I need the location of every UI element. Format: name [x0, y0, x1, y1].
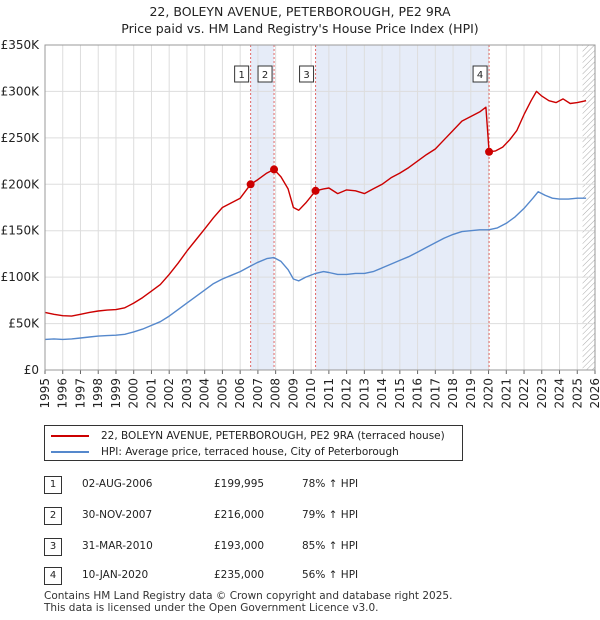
- transaction-number: 1: [44, 476, 62, 494]
- x-tick-label: 2023: [535, 378, 549, 409]
- x-tick-label: 2024: [553, 378, 567, 409]
- y-tick-label: £0: [24, 363, 39, 377]
- chart-title: 22, BOLEYN AVENUE, PETERBOROUGH, PE2 9RA: [149, 4, 451, 19]
- x-tick-label: 2010: [304, 378, 318, 409]
- y-tick-label: £250K: [1, 131, 41, 145]
- transaction-row: 2 30-NOV-2007 £216,000 79% ↑ HPI: [44, 507, 464, 525]
- event-label: 4: [477, 70, 483, 81]
- x-tick-label: 2016: [411, 378, 425, 409]
- y-tick-label: £100K: [1, 270, 41, 284]
- x-tick-label: 1997: [73, 378, 87, 409]
- chart-subtitle: Price paid vs. HM Land Registry's House …: [121, 21, 479, 36]
- plot-area: [44, 44, 596, 371]
- x-tick-label: 2007: [251, 378, 265, 409]
- legend-label-property: 22, BOLEYN AVENUE, PETERBOROUGH, PE2 9RA…: [101, 430, 445, 442]
- y-tick-label: £150K: [1, 224, 41, 238]
- x-tick-label: 2003: [180, 378, 194, 409]
- legend-swatch-hpi: [51, 451, 89, 453]
- event-label-box: [299, 65, 315, 83]
- x-tick-label: 2021: [499, 378, 513, 409]
- property-price-line: [44, 90, 587, 317]
- transaction-date: 30-NOV-2007: [82, 509, 153, 521]
- transaction-number: 2: [44, 507, 62, 525]
- y-tick-label: £300K: [1, 84, 41, 98]
- transaction-price: £199,995: [214, 478, 265, 490]
- event-label: 3: [303, 70, 309, 81]
- transaction-date: 31-MAR-2010: [82, 540, 153, 552]
- transaction-date: 10-JAN-2020: [82, 569, 149, 581]
- x-tick-label: 2020: [482, 378, 496, 409]
- transaction-hpi: 78% ↑ HPI: [302, 478, 359, 490]
- transaction-hpi: 56% ↑ HPI: [302, 569, 359, 581]
- x-tick-label: 2008: [269, 378, 283, 409]
- transaction-price: £235,000: [214, 569, 265, 581]
- legend: 22, BOLEYN AVENUE, PETERBOROUGH, PE2 9RA…: [44, 425, 463, 461]
- x-tick-label: 1996: [56, 378, 70, 409]
- x-tick-label: 2017: [428, 378, 442, 409]
- x-tick-label: 2018: [446, 378, 460, 409]
- x-tick-label: 2012: [340, 378, 354, 409]
- sale-marker: [485, 147, 494, 156]
- legend-item-property: 22, BOLEYN AVENUE, PETERBOROUGH, PE2 9RA…: [51, 428, 445, 444]
- transaction-hpi: 85% ↑ HPI: [302, 540, 359, 552]
- x-tick-label: 2000: [127, 378, 141, 409]
- x-tick-label: 2013: [357, 378, 371, 409]
- x-tick-label: 2025: [570, 378, 584, 409]
- transaction-price: £193,000: [214, 540, 265, 552]
- transaction-row: 4 10-JAN-2020 £235,000 56% ↑ HPI: [44, 567, 464, 585]
- transaction-row: 3 31-MAR-2010 £193,000 85% ↑ HPI: [44, 538, 464, 556]
- footer-license: This data is licensed under the Open Gov…: [44, 602, 379, 614]
- x-tick-label: 2019: [464, 378, 478, 409]
- shaded-range: [250, 45, 275, 370]
- y-tick-label: £200K: [1, 177, 41, 191]
- footer-copyright: Contains HM Land Registry data © Crown c…: [44, 590, 453, 602]
- shaded-range: [315, 45, 490, 370]
- x-tick-label: 2022: [517, 378, 531, 409]
- legend-label-hpi: HPI: Average price, terraced house, City…: [101, 446, 399, 458]
- x-tick-label: 2006: [233, 378, 247, 409]
- price-chart: 1 2 3 4 £0 £50K £100K £150K £200K £250K £300K £350…: [1, 38, 600, 409]
- x-tick-label: 2026: [588, 378, 600, 409]
- event-label: 2: [262, 70, 268, 81]
- x-tick-label: 2011: [322, 378, 336, 409]
- hatched-area: [582, 45, 595, 370]
- x-tick-label: 2004: [198, 378, 212, 409]
- transaction-number: 3: [44, 538, 62, 556]
- x-tick-label: 1998: [91, 378, 105, 409]
- x-tick-label: 2015: [393, 378, 407, 409]
- transaction-date: 02-AUG-2006: [82, 478, 153, 490]
- x-tick-label: 2009: [286, 378, 300, 409]
- event-label-box: [234, 65, 250, 83]
- sale-marker: [311, 186, 320, 195]
- sale-marker: [270, 165, 279, 174]
- event-label-box: [257, 65, 273, 83]
- x-tick-label: 2002: [162, 378, 176, 409]
- legend-swatch-property: [51, 435, 89, 437]
- transaction-row: 1 02-AUG-2006 £199,995 78% ↑ HPI: [44, 476, 464, 494]
- event-label-box: [472, 65, 488, 83]
- event-label: 1: [238, 70, 244, 81]
- x-tick-label: 2005: [215, 378, 229, 409]
- hpi-line: [44, 191, 587, 341]
- transaction-number: 4: [44, 567, 62, 585]
- transaction-hpi: 79% ↑ HPI: [302, 509, 359, 521]
- y-tick-label: £50K: [8, 317, 40, 331]
- x-tick-label: 1995: [38, 378, 52, 409]
- sale-marker: [246, 180, 255, 189]
- y-tick-label: £350K: [1, 38, 41, 52]
- transaction-price: £216,000: [214, 509, 265, 521]
- x-tick-label: 2014: [375, 378, 389, 409]
- x-tick-label: 2001: [144, 378, 158, 409]
- x-tick-label: 1999: [109, 378, 123, 409]
- legend-item-hpi: HPI: Average price, terraced house, City…: [51, 444, 399, 460]
